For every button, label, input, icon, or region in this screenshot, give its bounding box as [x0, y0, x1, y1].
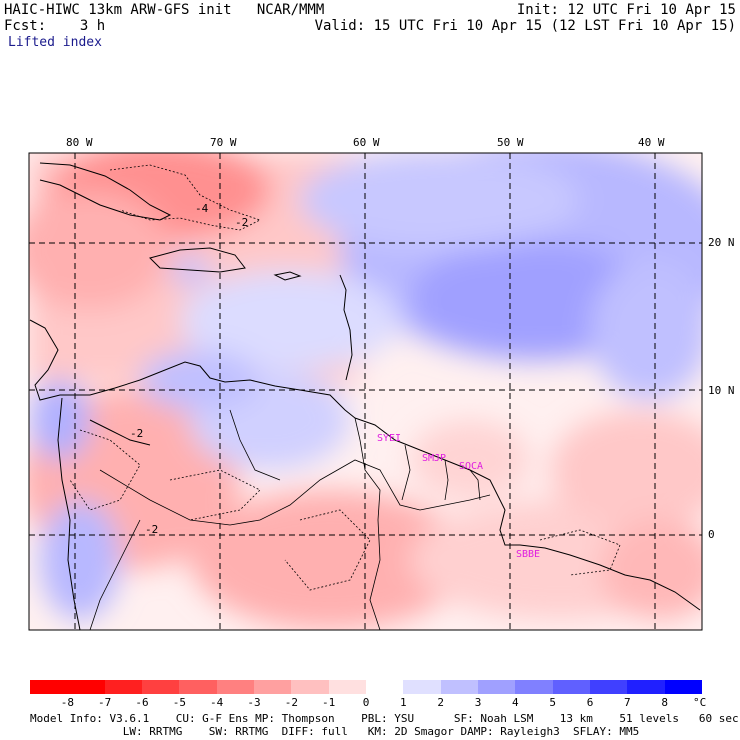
lon-label: 70 W [210, 136, 237, 149]
colorbar-tick: 5 [549, 696, 556, 709]
lat-label: 10 N [708, 384, 735, 397]
colorbar-cell [366, 680, 405, 694]
colorbar-cell [67, 680, 106, 694]
station-label: SOCA [459, 461, 483, 472]
contour-label: -2 [235, 216, 248, 229]
borders [89, 409, 491, 630]
station-label: SBBE [516, 549, 540, 560]
model-title: HAIC-HIWC 13km ARW-GFS init NCAR/MMM [4, 2, 325, 18]
colorbar-cell [30, 680, 69, 694]
colorbar-tick: 1 [400, 696, 407, 709]
colorbar-cell [552, 680, 591, 694]
contour-label: -2 [130, 427, 143, 440]
colorbar-tick: 2 [437, 696, 444, 709]
colorbar-tick: 6 [586, 696, 594, 709]
colorbar-tick: -4 [210, 696, 224, 709]
colorbar-cell [590, 680, 629, 694]
colorbar-tick: -8 [60, 696, 74, 709]
colorbar-cell [328, 680, 367, 694]
lon-label: 50 W [497, 136, 524, 149]
lat-label: 0 [708, 528, 715, 541]
colorbar-cell [515, 680, 554, 694]
colorbar-tick: -5 [172, 696, 186, 709]
lon-label: 60 W [353, 136, 380, 149]
colorbar-cell [291, 680, 330, 694]
lon-label: 40 W [638, 136, 665, 149]
colorbar-cell [254, 680, 293, 694]
colorbar-cell [142, 680, 181, 694]
colorbar-cell [664, 680, 703, 694]
colorbar-cell [179, 680, 218, 694]
model-info-line1: Model Info: V3.6.1 CU: G-F Ens MP: Thomp… [30, 712, 739, 725]
colorbar-tick: 4 [512, 696, 519, 709]
colorbar-cell [627, 680, 666, 694]
shaded-field [29, 153, 702, 630]
colorbar-tick: -7 [98, 696, 112, 709]
colorbar-tick: -2 [284, 696, 298, 709]
graticule [29, 153, 702, 630]
contour-label: -4 [195, 202, 209, 215]
colorbar-tick: 3 [474, 696, 482, 709]
colorbar-cell [104, 680, 143, 694]
colorbar-cell [216, 680, 255, 694]
map-frame [28, 152, 703, 631]
colorbar-tick: 7 [624, 696, 631, 709]
colorbar-tick: 0 [362, 696, 370, 709]
colorbar-tick: -1 [322, 696, 336, 709]
contour-label: -2 [145, 523, 158, 536]
field-name: Lifted index [8, 35, 102, 50]
lon-label: 80 W [66, 136, 93, 149]
coastlines [29, 162, 701, 630]
colorbar-tick: -6 [135, 696, 149, 709]
colorbar-cell [478, 680, 517, 694]
station-label: SYEI [377, 433, 401, 444]
forecast-hour: Fcst: 3 h [4, 18, 106, 34]
valid-time: Valid: 15 UTC Fri 10 Apr 15 (12 LST Fri … [314, 18, 736, 34]
station-label: SMJP [422, 453, 446, 464]
colorbar-tick: 8 [661, 696, 668, 709]
model-info-line2: LW: RRTMG SW: RRTMG DIFF: full KM: 2D Sm… [30, 725, 640, 738]
lat-label: 20 N [708, 236, 735, 249]
init-time: Init: 12 UTC Fri 10 Apr 15 [516, 2, 736, 18]
colorbar-cell [403, 680, 442, 694]
colorbar-tick: -3 [247, 696, 261, 709]
colorbar-cell [440, 680, 479, 694]
contours [69, 164, 621, 591]
colorbar-unit: °C [693, 696, 707, 709]
